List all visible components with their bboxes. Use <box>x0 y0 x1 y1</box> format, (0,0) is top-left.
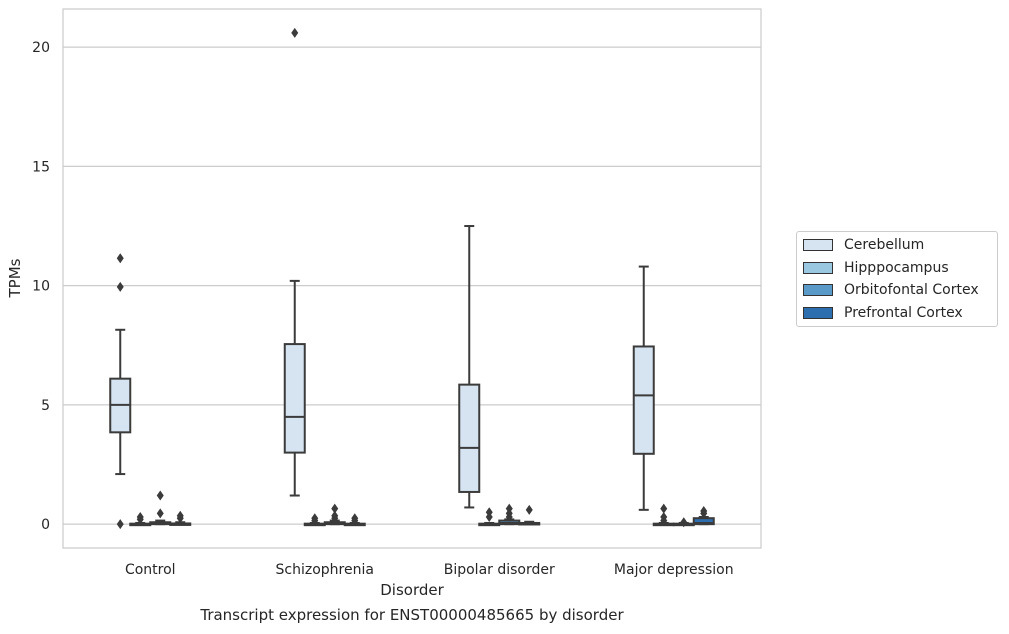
outlier-point <box>505 503 513 514</box>
box-group <box>692 506 715 526</box>
outlier-point <box>156 490 164 501</box>
box-group <box>478 507 501 527</box>
legend-swatch <box>803 239 833 251</box>
legend-swatch <box>803 261 833 274</box>
y-tick-label: 0 <box>41 517 50 533</box>
outlier-point <box>331 503 339 514</box>
outlier-point <box>176 510 184 521</box>
outlier-point <box>485 507 493 518</box>
y-tick-label: 15 <box>32 159 50 175</box>
outlier-point <box>680 517 688 528</box>
legend-label: Hipppocampus <box>844 259 949 276</box>
outlier-point <box>311 513 319 524</box>
x-axis-title: Disorder <box>380 581 444 599</box>
box-group <box>149 490 172 526</box>
outlier-point <box>156 508 164 519</box>
legend-label: Cerebellum <box>844 237 925 253</box>
box-rect <box>283 343 306 454</box>
box-group <box>632 265 655 511</box>
y-tick-label: 20 <box>32 40 50 56</box>
outlier-point <box>700 506 708 517</box>
box-group <box>518 504 541 526</box>
box-group <box>303 513 326 527</box>
y-axis-title: TPMs <box>6 258 24 298</box>
x-tick-label: Control <box>125 562 176 578</box>
box-rect <box>632 345 655 455</box>
chart-caption: Transcript expression for ENST0000048566… <box>200 606 624 624</box>
outlier-point <box>116 519 124 530</box>
outlier-point <box>136 511 144 522</box>
legend-label: Prefrontal Cortex <box>844 304 963 321</box>
box-group <box>458 225 481 509</box>
x-tick-label: Major depression <box>614 562 734 578</box>
legend: Cerebellum Hipppocampus Orbitofontal Corte… <box>796 231 998 327</box>
legend-item: Hipppocampus <box>803 259 949 277</box>
legend-item: Orbitofontal Cortex <box>803 281 979 299</box>
outlier-point <box>660 511 668 522</box>
box-group <box>343 513 366 527</box>
y-tick-label: 10 <box>32 279 50 295</box>
legend-swatch <box>803 306 833 319</box>
outlier-point <box>116 281 124 292</box>
box-group <box>129 511 152 527</box>
box-group <box>672 517 695 528</box>
x-tick-label: Bipolar disorder <box>444 562 555 578</box>
box-group <box>109 253 132 530</box>
outlier-point <box>291 27 299 38</box>
legend-item: Prefrontal Cortex <box>803 304 963 322</box>
y-tick-labels: 0 5 10 15 20 <box>32 40 50 533</box>
box-group <box>652 503 675 527</box>
y-tick-label: 5 <box>41 398 50 414</box>
outlier-point <box>660 503 668 514</box>
outlier-point <box>331 510 339 521</box>
x-tick-labels: Control Schizophrenia Bipolar disorder Majo… <box>125 562 734 578</box>
box-group <box>283 27 306 497</box>
box-group <box>323 503 346 526</box>
boxes-layer <box>109 27 715 530</box>
legend-label: Orbitofontal Cortex <box>844 282 979 298</box>
x-tick-label: Schizophrenia <box>276 562 374 578</box>
box-rect <box>458 383 481 493</box>
legend-item: Cerebellum <box>803 236 924 254</box>
box-group <box>498 503 521 526</box>
gridlines <box>63 46 761 525</box>
outlier-point <box>351 513 359 524</box>
box-group <box>169 510 192 526</box>
outlier-point <box>525 504 533 515</box>
legend-swatch <box>803 284 833 296</box>
plot-frame <box>62 8 762 549</box>
outlier-point <box>116 253 124 264</box>
